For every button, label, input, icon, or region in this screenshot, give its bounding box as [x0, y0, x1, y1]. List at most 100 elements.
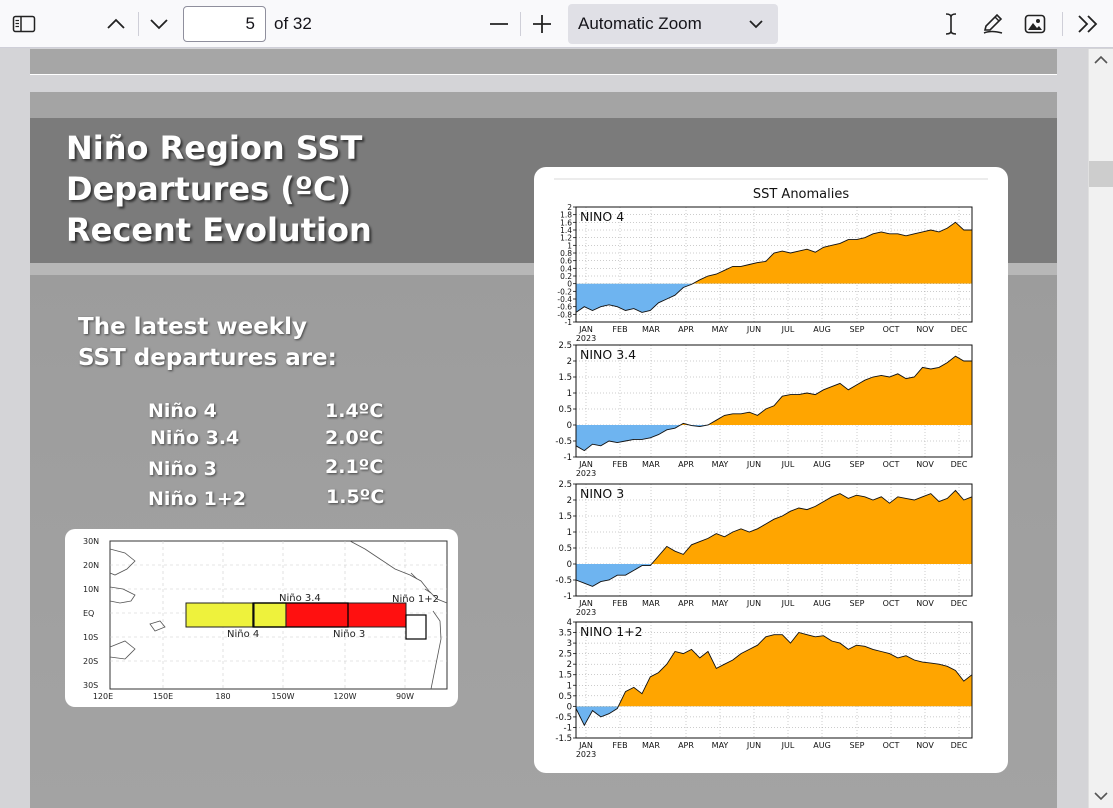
zoom-select-value: Automatic Zoom	[578, 14, 702, 33]
panel-frame	[575, 206, 973, 323]
lon-label: 90W	[396, 692, 414, 701]
series-line	[575, 355, 972, 452]
region-name: Niño 4	[148, 400, 217, 422]
x-tick-label: SEP	[850, 741, 865, 750]
zoom-out-icon[interactable]	[483, 8, 515, 40]
y-tick-label: -1	[564, 453, 572, 463]
y-tick-label: -1	[564, 592, 572, 602]
year-label: 2023	[576, 334, 596, 343]
y-tick-label: 0.5	[558, 544, 572, 554]
draw-pen-icon[interactable]	[977, 8, 1009, 40]
x-tick-label: JUN	[746, 741, 761, 750]
chart-title: SST Anomalies	[753, 187, 850, 202]
slide-top-band	[30, 92, 1057, 118]
y-tick-label: 2	[567, 357, 572, 367]
lead-text: The latest weekly SST departures are:	[78, 312, 337, 374]
y-tick-label: 1.5	[558, 512, 572, 522]
year-label: 2023	[576, 469, 596, 478]
panel-name: NINO 4	[580, 209, 624, 224]
scroll-down-icon[interactable]	[1094, 790, 1108, 802]
x-tick-label: JUL	[781, 460, 795, 469]
box-label-nino34: Niño 3.4	[279, 593, 321, 604]
positive-anomaly-area	[576, 490, 972, 564]
x-tick-label: NOV	[916, 741, 934, 750]
x-tick-label: JUL	[781, 741, 795, 750]
x-tick-label: SEP	[850, 460, 865, 469]
sidebar-toggle-icon[interactable]	[8, 8, 40, 40]
zoom-in-icon[interactable]	[526, 8, 558, 40]
toolbar-separator	[1062, 12, 1063, 36]
x-tick-label: FEB	[612, 741, 627, 750]
y-tick-label: 0.8	[560, 249, 572, 258]
lat-label: EQ	[83, 609, 94, 618]
text-select-icon[interactable]	[935, 8, 967, 40]
box-label-nino4: Niño 4	[227, 629, 259, 640]
x-tick-label: APR	[678, 325, 694, 334]
x-tick-label: MAR	[642, 325, 660, 334]
y-tick-label: 1	[567, 681, 572, 691]
y-tick-label: 1.8	[560, 211, 572, 220]
x-tick-label: APR	[678, 741, 694, 750]
y-tick-label: 0.5	[558, 405, 572, 415]
y-tick-label: -1.5	[555, 734, 572, 744]
x-tick-label: FEB	[612, 460, 627, 469]
y-tick-label: 4	[567, 618, 572, 628]
y-tick-label: 2	[567, 203, 572, 212]
x-tick-label: DEC	[951, 460, 968, 469]
document-viewer[interactable]: Niño Region SST Departures (ºC) Recent E…	[0, 49, 1088, 808]
year-label: 2023	[576, 750, 596, 759]
region-value: 1.4ºC	[325, 400, 384, 422]
y-tick-label: 3	[567, 639, 572, 649]
y-tick-label: -0.8	[557, 310, 572, 319]
lon-label: 150E	[153, 692, 173, 701]
lat-label: 20S	[83, 657, 98, 666]
add-image-icon[interactable]	[1019, 8, 1051, 40]
lat-label: 20N	[83, 561, 99, 570]
zoom-select[interactable]: Automatic Zoom	[568, 4, 778, 44]
panel-3: 43.532.521.510.50-0.5-1-1.5 NINO 1+2 JAN FE…	[555, 618, 973, 759]
lat-label: 30N	[83, 537, 99, 546]
region-value: 1.5ºC	[326, 486, 385, 508]
lead-line: SST departures are:	[78, 345, 337, 371]
y-tick-label: -0.6	[557, 303, 572, 312]
x-tick-label: JAN	[578, 460, 593, 469]
y-tick-label: 0	[567, 702, 572, 712]
x-tick-label: JUL	[781, 325, 795, 334]
y-tick-label: -0.5	[555, 437, 572, 447]
x-tick-label: SEP	[850, 325, 865, 334]
x-tick-label: JAN	[578, 741, 593, 750]
x-tick-label: NOV	[916, 325, 934, 334]
toolbar-separator	[520, 12, 521, 36]
y-tick-label: -1	[564, 723, 572, 733]
panel-0: 21.81.61.41.210.80.60.40.20-0.2-0.4-0.6-…	[557, 203, 973, 343]
negative-anomaly-area	[576, 283, 972, 313]
panel-1: 2.5 2 1.5 1 0.5 0 -0.5 -1 NINO 3.4 JAN FEB MAR APR MA…	[555, 341, 973, 478]
x-tick-label: MAY	[712, 460, 729, 469]
scroll-up-icon[interactable]	[1094, 54, 1108, 66]
y-tick-label: 1	[567, 241, 572, 250]
x-tick-label: OCT	[883, 741, 900, 750]
y-tick-label: 1	[567, 528, 572, 538]
y-tick-label: 0.6	[560, 257, 572, 266]
vertical-scrollbar[interactable]	[1088, 49, 1113, 808]
x-tick-label: APR	[678, 599, 694, 608]
scrollbar-thumb[interactable]	[1089, 161, 1113, 187]
previous-page-icon[interactable]	[100, 8, 132, 40]
positive-anomaly-area	[618, 632, 972, 707]
region-value: 2.0ºC	[325, 427, 384, 449]
x-tick-label: AUG	[813, 325, 831, 334]
lon-label: 120W	[333, 692, 356, 701]
more-tools-icon[interactable]	[1072, 8, 1104, 40]
lon-label: 180	[215, 692, 230, 701]
negative-anomaly-area	[576, 564, 972, 587]
page-number-input[interactable]	[183, 6, 266, 42]
panel-frame	[575, 483, 973, 597]
previous-page-bottom	[30, 49, 1057, 75]
y-tick-label: 1.5	[558, 373, 572, 383]
next-page-icon[interactable]	[143, 8, 175, 40]
x-tick-label: DEC	[951, 741, 968, 750]
nino-regions-map: 30N 20N 10N EQ 10S 20S 30S 120E 150E 180…	[65, 529, 458, 707]
y-tick-label: 3.5	[558, 629, 572, 639]
y-tick-label: 2	[567, 660, 572, 670]
x-tick-label: MAR	[642, 599, 660, 608]
